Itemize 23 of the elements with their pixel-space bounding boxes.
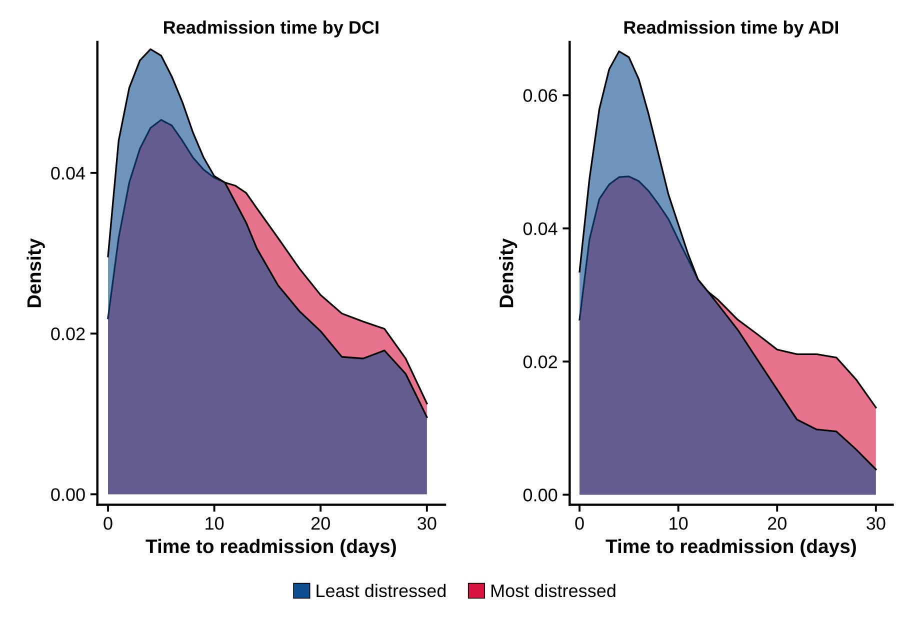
chart-title: Readmission time by DCI xyxy=(164,20,378,38)
legend-label: Least distressed xyxy=(316,584,446,598)
legend-label: Most distressed xyxy=(492,584,616,598)
x-tick-label: 0 xyxy=(575,516,584,530)
x-tick-label: 20 xyxy=(311,516,330,530)
y-tick-label: 0.04 xyxy=(51,166,86,180)
y-axis-title: Density xyxy=(499,238,518,308)
y-tick-label: 0.04 xyxy=(523,222,558,236)
y-tick-label: 0.06 xyxy=(523,89,558,102)
x-axis-title: Time to readmission (days) xyxy=(606,538,856,558)
x-tick-label: 30 xyxy=(866,516,886,530)
y-tick-label: 0.02 xyxy=(523,355,557,368)
y-tick-label: 0.00 xyxy=(523,488,558,502)
y-axis-title: Density xyxy=(26,238,45,308)
y-tick-label: 0.02 xyxy=(51,328,85,340)
x-tick-label: 30 xyxy=(418,516,436,530)
y-tick-label: 0.00 xyxy=(51,488,85,501)
x-tick-label: 20 xyxy=(768,516,786,530)
x-tick-label: 0 xyxy=(104,516,112,530)
x-tick-label: 10 xyxy=(206,516,224,530)
x-tick-label: 10 xyxy=(670,516,688,530)
x-axis-title: Time to readmission (days) xyxy=(146,538,396,558)
chart-title: Readmission time by ADI xyxy=(624,20,838,38)
